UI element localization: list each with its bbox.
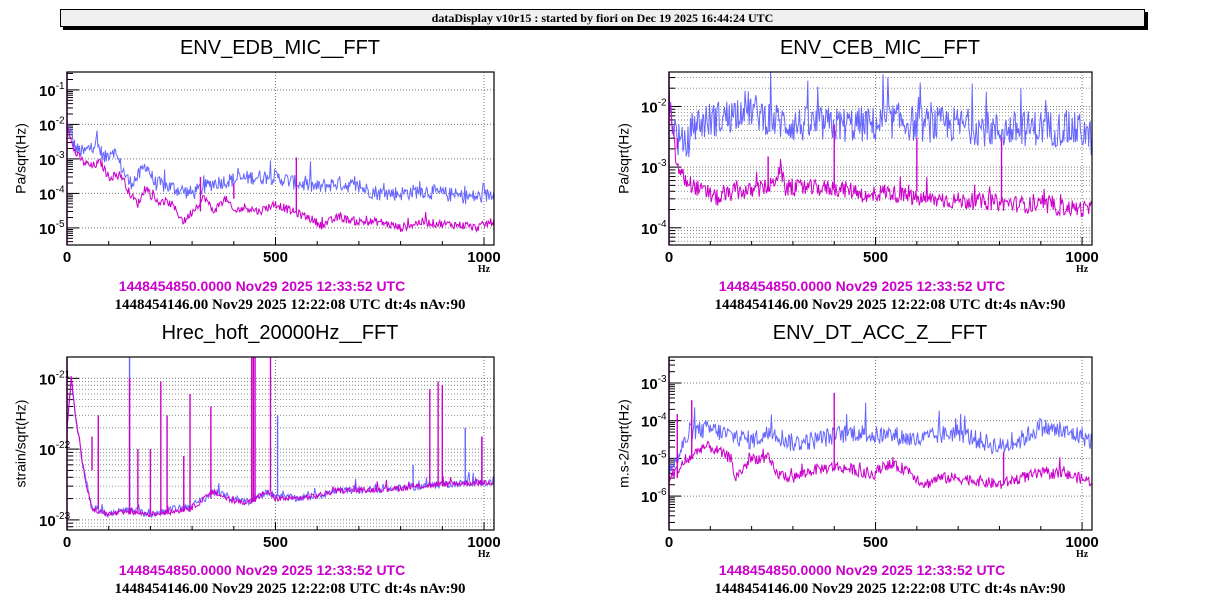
- x-axis-unit: Hz: [1076, 549, 1089, 560]
- y-tick-label: 10-22: [39, 440, 71, 459]
- header-bar: dataDisplay v10r15 : started by fiori on…: [60, 9, 1145, 27]
- y-tick-label: 10-1: [39, 81, 65, 100]
- spectrum-series: [668, 440, 1093, 489]
- x-tick-label: 500: [863, 534, 888, 551]
- magenta-timestamp: 1448454850.0000 Nov29 2025 12:33:52 UTC: [118, 278, 406, 294]
- x-tick-label: 1000: [1065, 249, 1098, 266]
- x-tick-label: 1000: [467, 534, 500, 551]
- y-tick-label: 10-4: [641, 219, 667, 238]
- panel-title: ENV_DT_ACC_Z__FFT: [772, 322, 988, 344]
- x-tick-label: 1000: [1065, 534, 1098, 551]
- y-axis-label: Pa/sqrt(Hz): [616, 123, 632, 194]
- y-tick-label: 10-4: [641, 412, 667, 431]
- y-tick-label: 10-6: [641, 487, 667, 506]
- y-axis-label: strain/sqrt(Hz): [13, 400, 29, 488]
- y-tick-label: 10-23: [39, 511, 71, 530]
- panel-title: Hrec_hoft_20000Hz__FFT: [161, 322, 399, 344]
- x-axis-unit: Hz: [1076, 264, 1089, 275]
- black-timestamp: 1448454146.00 Nov29 2025 12:22:08 UTC dt…: [714, 581, 1066, 597]
- y-axis-label: m.s-2/sqrt(Hz): [616, 399, 632, 488]
- x-axis-unit: Hz: [478, 549, 491, 560]
- spectrum-series: [668, 89, 1093, 218]
- y-axis-label: Pa/sqrt(Hz): [13, 123, 29, 194]
- x-tick-label: 0: [63, 534, 71, 551]
- spectrum-series: [66, 121, 495, 205]
- magenta-timestamp: 1448454850.0000 Nov29 2025 12:33:52 UTC: [718, 278, 1006, 294]
- x-tick-label: 500: [263, 249, 288, 266]
- black-timestamp: 1448454146.00 Nov29 2025 12:22:08 UTC dt…: [114, 297, 466, 313]
- x-axis-unit: Hz: [478, 264, 491, 275]
- x-tick-label: 500: [863, 249, 888, 266]
- black-timestamp: 1448454146.00 Nov29 2025 12:22:08 UTC dt…: [114, 581, 466, 597]
- magenta-timestamp: 1448454850.0000 Nov29 2025 12:33:52 UTC: [718, 562, 1006, 578]
- y-tick-label: 10-21: [39, 369, 71, 388]
- y-tick-label: 10-5: [39, 219, 65, 238]
- spectrum-series: [66, 118, 495, 233]
- panel-title: ENV_CEB_MIC__FFT: [779, 37, 981, 59]
- black-timestamp: 1448454146.00 Nov29 2025 12:22:08 UTC dt…: [714, 297, 1066, 313]
- spectrum-series: [668, 71, 1093, 158]
- x-tick-label: 0: [665, 534, 673, 551]
- y-tick-label: 10-3: [641, 374, 667, 393]
- y-tick-label: 10-2: [641, 97, 667, 116]
- x-tick-label: 1000: [467, 249, 500, 266]
- magenta-timestamp: 1448454850.0000 Nov29 2025 12:33:52 UTC: [118, 562, 406, 578]
- panel-title: ENV_EDB_MIC__FFT: [179, 37, 381, 59]
- plot-frame: [668, 71, 1093, 246]
- plot-frame: [66, 71, 495, 246]
- x-tick-label: 500: [263, 534, 288, 551]
- y-tick-label: 10-5: [641, 449, 667, 468]
- x-tick-label: 0: [665, 249, 673, 266]
- y-tick-label: 10-3: [39, 150, 65, 169]
- plot-frame: [668, 356, 1093, 531]
- x-tick-label: 0: [63, 249, 71, 266]
- y-tick-label: 10-2: [39, 115, 65, 134]
- plot-frame: [66, 356, 495, 531]
- y-tick-label: 10-4: [39, 184, 65, 203]
- y-tick-label: 10-3: [641, 158, 667, 177]
- spectrum-series: [66, 375, 495, 519]
- spectrum-series: [668, 402, 1093, 477]
